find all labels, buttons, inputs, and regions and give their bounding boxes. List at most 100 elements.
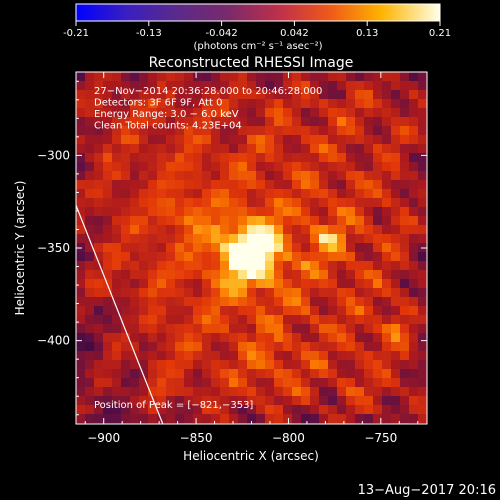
heatmap-cell	[328, 81, 338, 91]
heatmap-cell	[94, 153, 104, 163]
heatmap-cell	[202, 225, 212, 235]
heatmap-cell	[328, 108, 338, 118]
heatmap-cell	[409, 144, 419, 154]
heatmap-cell	[292, 180, 302, 190]
heatmap-cell	[301, 252, 311, 262]
heatmap-cell	[112, 279, 122, 289]
heatmap-cell	[85, 270, 95, 280]
heatmap-cell	[94, 288, 104, 298]
heatmap-cell	[220, 351, 230, 361]
heatmap-cell	[292, 72, 302, 82]
heatmap-cell	[202, 180, 212, 190]
heatmap-cell	[364, 288, 374, 298]
heatmap-cell	[130, 189, 140, 199]
heatmap-cell	[283, 342, 293, 352]
heatmap-cell	[310, 117, 320, 127]
heatmap-cell	[157, 405, 167, 415]
heatmap-cell	[220, 90, 230, 100]
heatmap-cell	[166, 351, 176, 361]
heatmap-cell	[373, 414, 383, 424]
heatmap-cell	[94, 369, 104, 379]
heatmap-cell	[301, 225, 311, 235]
heatmap-cell	[157, 288, 167, 298]
heatmap-cell	[355, 90, 365, 100]
heatmap-cell	[193, 288, 203, 298]
heatmap-cell	[283, 324, 293, 334]
heatmap-cell	[103, 396, 113, 406]
heatmap-cell	[265, 99, 275, 109]
heatmap-cell	[238, 378, 248, 388]
heatmap-cell	[373, 324, 383, 334]
heatmap-cell	[301, 369, 311, 379]
heatmap-cell	[130, 234, 140, 244]
heatmap-cell	[355, 279, 365, 289]
heatmap-cell	[319, 306, 329, 316]
heatmap-cell	[391, 72, 401, 82]
heatmap-cell	[193, 90, 203, 100]
heatmap-cell	[193, 189, 203, 199]
heatmap-cell	[211, 99, 221, 109]
heatmap-cell	[310, 207, 320, 217]
colorbar-frame	[75, 3, 441, 22]
heatmap-cell	[337, 99, 347, 109]
heatmap-cell	[274, 162, 284, 172]
heatmap-cell	[166, 225, 176, 235]
heatmap-cell	[346, 351, 356, 361]
heatmap-cell	[391, 234, 401, 244]
heatmap-cell	[220, 162, 230, 172]
heatmap-cell	[337, 243, 347, 253]
heatmap-cell	[157, 333, 167, 343]
heatmap-cell	[346, 153, 356, 163]
heatmap-cell	[364, 198, 374, 208]
footer-timestamp: 13−Aug−2017 20:16	[358, 483, 496, 498]
colorbar-tick-label: 0.21	[429, 28, 451, 39]
heatmap-cell	[319, 279, 329, 289]
heatmap-cell	[256, 144, 266, 154]
heatmap-cell	[139, 378, 149, 388]
heatmap-cell	[148, 342, 158, 352]
heatmap-cell	[328, 342, 338, 352]
x-tick-label: −800	[272, 431, 305, 445]
heatmap-cell	[265, 387, 275, 397]
heatmap-cell	[355, 288, 365, 298]
heatmap-cell	[94, 180, 104, 190]
heatmap-cell	[265, 369, 275, 379]
heatmap-cell	[328, 324, 338, 334]
heatmap-cell	[364, 225, 374, 235]
heatmap-cell	[373, 405, 383, 415]
heatmap-cell	[373, 126, 383, 136]
heatmap-cell	[418, 90, 427, 100]
heatmap-cell	[94, 333, 104, 343]
heatmap-cell	[238, 405, 248, 415]
heatmap-cell	[139, 396, 149, 406]
heatmap-cell	[94, 261, 104, 271]
heatmap-cell	[274, 117, 284, 127]
heatmap-cell	[301, 342, 311, 352]
heatmap-cell	[301, 126, 311, 136]
heatmap-cell	[382, 171, 392, 181]
heatmap-cell	[346, 108, 356, 118]
heatmap-cell	[112, 270, 122, 280]
heatmap-cell	[238, 99, 248, 109]
heatmap-cell	[238, 270, 248, 280]
heatmap-cell	[391, 342, 401, 352]
heatmap-cell	[391, 279, 401, 289]
heatmap-cell	[229, 234, 239, 244]
heatmap-cell	[355, 405, 365, 415]
heatmap-cell	[238, 333, 248, 343]
heatmap-cell	[130, 90, 140, 100]
heatmap-cell	[157, 234, 167, 244]
heatmap-cell	[139, 216, 149, 226]
heatmap-cell	[400, 162, 410, 172]
heatmap-cell	[409, 81, 419, 91]
heatmap-cell	[409, 324, 419, 334]
heatmap-cell	[112, 261, 122, 271]
heatmap-cell	[292, 261, 302, 271]
heatmap-cell	[112, 216, 122, 226]
heatmap-cell	[274, 333, 284, 343]
heatmap-cell	[274, 144, 284, 154]
chart-title: Reconstructed RHESSI Image	[149, 55, 354, 71]
heatmap-cell	[283, 117, 293, 127]
heatmap-cell	[139, 135, 149, 145]
heatmap-cell	[274, 72, 284, 82]
